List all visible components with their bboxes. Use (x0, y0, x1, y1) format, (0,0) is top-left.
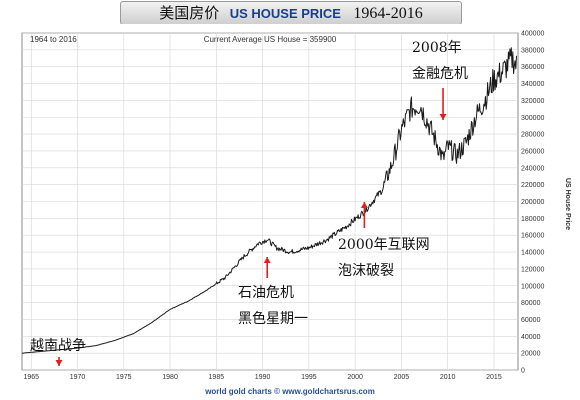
house-price-chart: 1965 1970 1975 1980 1985 1990 1995 2000 2005 2010… (0, 24, 580, 400)
annotation-label: 黑色星期一 (238, 310, 308, 327)
price-series-line (21, 47, 517, 354)
title-years: 1964-2016 (353, 5, 423, 22)
y-tick-label: 360000 (521, 64, 544, 71)
chart-title-bar: 美国房价 US HOUSE PRICE 1964-2016 (120, 1, 462, 25)
y-tick-label: 80000 (521, 300, 541, 307)
x-tick-label: 1985 (209, 374, 225, 381)
annotation-label: 越南战争 (30, 338, 86, 354)
x-tick-label: 2000 (347, 374, 363, 381)
annotation-label: 泡沫破裂 (338, 263, 394, 279)
y-tick-label: 260000 (521, 148, 544, 155)
annotation-arrowhead (439, 114, 447, 120)
y-tick-label: 60000 (521, 317, 541, 324)
annotation-label: 石油危机 (238, 285, 294, 301)
y-tick-label: 140000 (521, 250, 544, 257)
y-tick-label: 180000 (521, 216, 544, 223)
x-tick-label: 1970 (70, 374, 86, 381)
x-tick-label: 1990 (255, 374, 271, 381)
y-tick-label: 400000 (521, 31, 544, 38)
annotation-arrowhead (263, 257, 271, 263)
annotation-arrowhead (360, 202, 368, 208)
x-tick-label: 2005 (394, 374, 410, 381)
y-tick-label: 300000 (521, 115, 544, 122)
grid-layer (22, 32, 518, 371)
range-label: 1964 to 2016 (30, 35, 77, 44)
title-english: US HOUSE PRICE (229, 6, 341, 21)
y-axis-ticks: 0 20000 40000 60000 80000 100000 120000 140000 1… (521, 31, 544, 375)
annotation-arrowhead (55, 360, 63, 366)
y-tick-label: 220000 (521, 182, 544, 189)
chart-footer: world gold charts © www.goldchartsrus.co… (204, 387, 375, 396)
y-tick-label: 200000 (521, 199, 544, 206)
y-tick-label: 120000 (521, 266, 544, 273)
annotation-label: 2008年 (412, 40, 462, 56)
annotation-label: 金融危机 (412, 66, 468, 82)
x-tick-label: 1975 (116, 374, 132, 381)
current-price-label: Current Average US House = 359900 (204, 35, 337, 44)
y-tick-label: 40000 (521, 334, 541, 341)
y-tick-label: 320000 (521, 98, 544, 105)
x-tick-label: 1995 (301, 374, 317, 381)
y-tick-label: 160000 (521, 233, 544, 240)
y-tick-label: 380000 (521, 47, 544, 54)
title-chinese: 美国房价 (159, 4, 220, 22)
annotation-label: 2000年互联网 (338, 237, 430, 253)
x-tick-label: 1980 (162, 374, 178, 381)
y-axis-label: US House Price (564, 178, 571, 230)
x-tick-label: 1965 (23, 374, 39, 381)
y-tick-label: 280000 (521, 132, 544, 139)
y-tick-label: 340000 (521, 81, 544, 88)
x-axis-ticks: 1965 1970 1975 1980 1985 1990 1995 2000 2005 2010… (23, 374, 501, 381)
y-tick-label: 0 (521, 368, 525, 375)
y-tick-label: 240000 (521, 165, 544, 172)
x-tick-label: 2015 (486, 374, 502, 381)
y-tick-label: 100000 (521, 283, 544, 290)
x-tick-label: 2010 (440, 374, 456, 381)
y-tick-label: 20000 (521, 351, 541, 358)
